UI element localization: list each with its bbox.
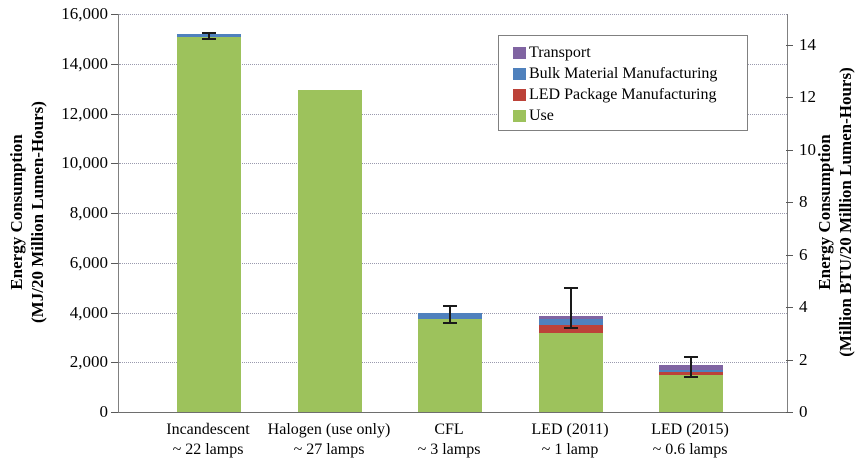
bar-segment-use xyxy=(659,374,723,412)
gridline xyxy=(119,163,787,165)
x-axis-category-label: LED (2011) ~ 1 lamp xyxy=(480,420,660,460)
y-axis-tick-mark-left xyxy=(111,14,118,15)
legend-swatch xyxy=(513,109,526,122)
bar-stack xyxy=(177,14,241,412)
y-axis-tick-label-left: 0 xyxy=(99,402,109,421)
error-bar-line xyxy=(208,32,210,39)
y-axis-tick-mark-right xyxy=(786,44,793,46)
y-axis-tick-label-right: 8 xyxy=(799,192,808,212)
y-axis-tick-mark-left xyxy=(111,113,118,115)
legend-entry: Transport xyxy=(513,42,747,63)
y-axis-tick-label-right: 14 xyxy=(799,34,816,54)
y-axis-tick-mark-right xyxy=(786,254,793,256)
legend-entry: Use xyxy=(513,105,747,126)
legend-entry: Bulk Material Manufacturing xyxy=(513,63,747,84)
y-axis-tick-mark-right xyxy=(786,97,793,99)
error-bar-line xyxy=(690,356,692,377)
error-bar-cap-bottom xyxy=(202,37,216,40)
y-axis-tick-label-left: 2,000 xyxy=(69,352,108,372)
y-axis-tick-mark-right xyxy=(786,412,793,413)
y-axis-tick-label-left: 8,000 xyxy=(69,203,108,222)
legend-entry: LED Package Manufacturing xyxy=(513,84,747,105)
error-bar-line xyxy=(449,306,451,323)
bar-segment-use xyxy=(539,332,603,412)
bar-stack xyxy=(418,14,482,412)
x-axis-category-label: Incandescent ~ 22 lamps xyxy=(118,420,298,460)
y-axis-tick-label-left: 10,000 xyxy=(61,153,108,173)
error-bar-cap-top xyxy=(443,305,457,308)
x-axis-category-line1: Incandescent xyxy=(166,421,250,438)
x-axis-category-label: LED (2015) ~ 0.6 lamps xyxy=(600,420,780,460)
y-axis-tick-label-right: 12 xyxy=(799,87,816,107)
legend-swatch xyxy=(513,46,526,59)
bar-segment-use xyxy=(418,318,482,412)
error-bar-cap-bottom xyxy=(443,321,457,324)
bar-segment-use xyxy=(298,89,362,412)
y-axis-tick-mark-right xyxy=(786,149,793,151)
y-axis-tick-mark-left xyxy=(111,262,118,264)
gridline xyxy=(119,213,787,214)
bar-segment-use xyxy=(177,36,241,412)
y-axis-tick-label-right: 6 xyxy=(799,244,808,264)
y-axis-tick-label-left: 14,000 xyxy=(61,53,108,73)
y-axis-tick-label-left: 16,000 xyxy=(61,4,108,23)
error-bar-cap-top xyxy=(684,355,698,358)
x-axis-category-label: CFL ~ 3 lamps xyxy=(359,420,539,460)
legend-swatch xyxy=(513,88,526,101)
y-axis-tick-mark-left xyxy=(111,213,118,214)
y-axis-tick-label-left: 6,000 xyxy=(69,252,108,272)
bar-stack xyxy=(298,14,362,412)
y-axis-tick-label-left: 12,000 xyxy=(61,103,108,123)
x-axis-category-line1: CFL xyxy=(434,421,464,438)
y-axis-tick-mark-left xyxy=(111,362,118,364)
error-bar-line xyxy=(570,287,572,328)
x-axis-category-line1: Halogen (use only) xyxy=(267,421,391,438)
error-bar-cap-bottom xyxy=(684,375,698,378)
legend-label: Bulk Material Manufacturing xyxy=(529,64,718,82)
gridline xyxy=(119,113,787,115)
gridline xyxy=(119,14,787,15)
gridline xyxy=(119,63,787,65)
y-axis-tick-mark-left xyxy=(111,312,118,314)
y-axis-tick-mark-right xyxy=(786,307,793,309)
y-axis-tick-label-right: 4 xyxy=(799,297,808,317)
legend-swatch xyxy=(513,67,526,80)
plot-area xyxy=(118,14,788,413)
x-axis-category-line1: LED (2015) xyxy=(651,421,729,438)
y-axis-tick-mark-left xyxy=(111,63,118,65)
y-axis-tick-mark-right xyxy=(786,202,793,204)
error-bar-cap-bottom xyxy=(564,326,578,329)
gridline xyxy=(119,262,787,264)
y-axis-tick-mark-left xyxy=(111,163,118,165)
legend-label: LED Package Manufacturing xyxy=(529,85,717,103)
y-axis-tick-mark-right xyxy=(786,359,793,361)
error-bar-cap-top xyxy=(202,31,216,34)
x-axis-category-line2: ~ 22 lamps xyxy=(172,441,244,458)
x-axis-category-line1: LED (2011) xyxy=(531,421,609,438)
y-axis-tick-label-right: 0 xyxy=(799,402,808,421)
x-axis-category-label: Halogen (use only) ~ 27 lamps xyxy=(239,420,419,460)
x-axis-category-line2: ~ 0.6 lamps xyxy=(652,441,728,458)
y-axis-tick-mark-left xyxy=(111,412,118,413)
legend-label: Use xyxy=(529,106,554,124)
x-axis-category-line2: ~ 3 lamps xyxy=(417,441,481,458)
bar-segment-led-package-manufacturing xyxy=(539,324,603,333)
error-bar-cap-top xyxy=(564,286,578,289)
y-axis-tick-label-right: 10 xyxy=(799,139,816,159)
x-axis-category-line2: ~ 27 lamps xyxy=(293,441,365,458)
y-axis-title-left-line1: Energy Consumption xyxy=(7,134,26,290)
legend: Transport Bulk Material Manufacturing LED … xyxy=(498,35,748,131)
y-axis-tick-label-left: 4,000 xyxy=(69,302,108,322)
legend-label: Transport xyxy=(529,43,591,61)
y-axis-tick-label-right: 2 xyxy=(799,349,808,369)
x-axis-category-line2: ~ 1 lamp xyxy=(541,441,599,458)
